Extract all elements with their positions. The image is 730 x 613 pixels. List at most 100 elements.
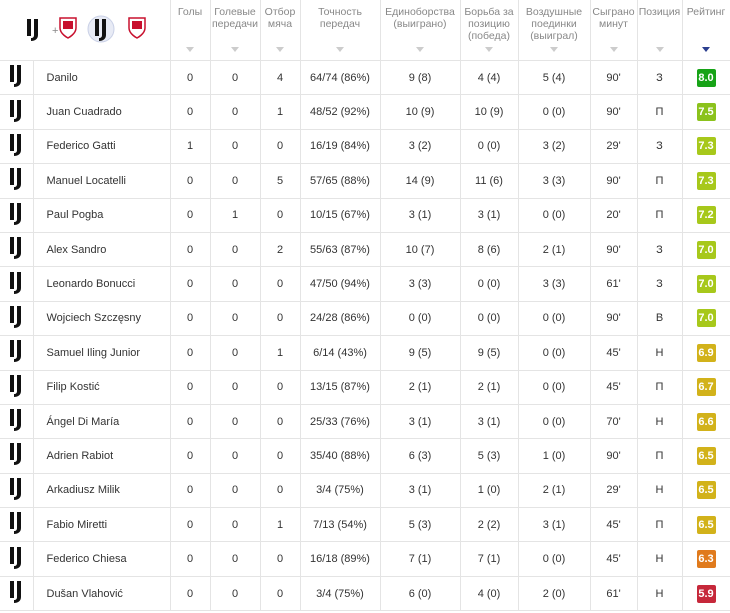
stat-cell: 0: [170, 507, 211, 543]
stat-cell: П: [637, 370, 683, 405]
column-header[interactable]: Рейтинг: [682, 0, 730, 61]
column-header-text: Точность передач: [318, 6, 362, 30]
stat-cell: 90': [590, 163, 638, 199]
stat-cell: 6/14 (43%): [300, 335, 381, 371]
stat-cell: 64/74 (86%): [300, 60, 381, 96]
stat-cell: 10/15 (67%): [300, 198, 381, 233]
player-row[interactable]: Manuel Locatelli 0 0 5 57/65 (88%) 14 (9) 11 (…: [0, 163, 730, 199]
player-row[interactable]: Ángel Di María 0 0 0 25/33 (76%) 3 (1) 3 (1) 0 …: [0, 404, 730, 440]
player-row[interactable]: Leonardo Bonucci 0 0 0 47/50 (94%) 3 (3) 0 (0)…: [0, 266, 730, 302]
stat-cell: 0: [210, 301, 261, 337]
stat-cell: З: [637, 266, 683, 302]
club-logo: [10, 271, 22, 294]
logo-cell: [0, 232, 34, 268]
club-logo: [10, 133, 22, 156]
club-logo: [10, 305, 22, 328]
player-row[interactable]: Adrien Rabiot 0 0 0 35/40 (88%) 6 (3) 5 (3) 1 (…: [0, 438, 730, 474]
stat-cell: 0: [210, 404, 261, 440]
stat-cell: 0: [170, 541, 211, 577]
stat-cell: 0: [210, 370, 261, 405]
club-logo: [10, 340, 22, 363]
stat-cell: Н: [637, 473, 683, 509]
player-name: Leonardo Bonucci: [33, 266, 171, 302]
stat-cell: 5.9: [682, 576, 730, 612]
player-row[interactable]: Arkadiusz Milik 0 0 0 3/4 (75%) 3 (1) 1 (0) 2 (…: [0, 473, 730, 509]
logo-cell: [0, 129, 34, 165]
logo-cell: [0, 94, 34, 130]
stat-cell: 0: [210, 129, 261, 165]
logo-cell: [0, 576, 34, 612]
club-logo: [10, 237, 22, 260]
logo-cell: [0, 507, 34, 543]
player-name: Federico Chiesa: [33, 541, 171, 577]
club-logo: [10, 168, 22, 191]
player-row[interactable]: Alex Sandro 0 0 2 55/63 (87%) 10 (7) 8 (6) 2 (1…: [0, 232, 730, 268]
column-header[interactable]: Позиция: [637, 0, 683, 61]
sort-arrow: [655, 47, 664, 52]
column-header-text: Борьба за позицию (победа): [464, 6, 514, 42]
column-header[interactable]: Точность передач: [300, 0, 381, 61]
stat-cell: 5: [260, 163, 301, 199]
stat-cell: 16/19 (84%): [300, 129, 381, 165]
column-header[interactable]: Борьба за позицию (победа): [460, 0, 519, 61]
stat-cell: 0: [170, 473, 211, 509]
stat-cell: 1: [170, 129, 211, 165]
stat-cell: З: [637, 60, 683, 96]
player-row[interactable]: Paul Pogba 0 1 0 10/15 (67%) 3 (1) 3 (1) 0 (0) 2…: [0, 198, 730, 233]
sort-arrow: [276, 47, 284, 52]
logo-cell: [0, 198, 34, 233]
player-row[interactable]: Fabio Miretti 0 0 1 7/13 (54%) 5 (3) 2 (2) 3 (1…: [0, 507, 730, 543]
player-row[interactable]: Samuel Iling Junior 0 0 1 6/14 (43%) 9 (5) 9 (…: [0, 335, 730, 371]
club-logo: [10, 512, 22, 535]
team-logos[interactable]: +: [15, 12, 155, 46]
stat-cell: 7.0: [682, 301, 730, 337]
stat-cell: 6.5: [682, 473, 730, 509]
stat-cell: 0: [260, 438, 301, 474]
stat-cell: 10 (9): [460, 94, 519, 130]
stat-cell: 6.3: [682, 541, 730, 577]
rating-badge: 6.5: [696, 481, 716, 500]
club-logo: [10, 202, 22, 225]
stat-cell: Н: [637, 541, 683, 577]
stat-cell: 0: [260, 198, 301, 233]
column-header-text: Голы: [177, 6, 203, 18]
player-row[interactable]: Danilo 0 0 4 64/74 (86%) 9 (8) 4 (4) 5 (4) 90' З 8…: [0, 60, 730, 96]
column-header[interactable]: Сыграно минут: [590, 0, 638, 61]
column-header-text: Воздушные поединки (выиграл): [525, 6, 583, 42]
player-row[interactable]: Federico Gatti 1 0 0 16/19 (84%) 3 (2) 0 (0) 3 …: [0, 129, 730, 165]
player-row[interactable]: Juan Cuadrado 0 0 1 48/52 (92%) 10 (9) 10 (9) 0…: [0, 94, 730, 130]
player-row[interactable]: Federico Chiesa 0 0 0 16/18 (89%) 7 (1) 7 (1) 0…: [0, 541, 730, 577]
club-logo: [10, 374, 22, 397]
rating-badge: 5.9: [696, 584, 716, 603]
player-row[interactable]: Dušan Vlahović 0 0 0 3/4 (75%) 6 (0) 4 (0) 2 (0…: [0, 576, 730, 612]
sort-arrow: [609, 47, 618, 52]
stat-cell: 0: [170, 94, 211, 130]
column-header-text: Голевые передачи: [211, 6, 259, 30]
column-header[interactable]: Отбор мяча: [260, 0, 301, 61]
stat-cell: П: [637, 94, 683, 130]
column-header[interactable]: Воздушные поединки (выиграл): [518, 0, 591, 61]
player-name: Paul Pogba: [33, 198, 171, 233]
stat-cell: 90': [590, 232, 638, 268]
stat-cell: 3 (1): [380, 473, 461, 509]
rating-badge: 6.7: [696, 378, 716, 397]
stat-cell: 3 (2): [380, 129, 461, 165]
stat-cell: 0: [260, 576, 301, 612]
column-header[interactable]: Голы: [170, 0, 211, 61]
stat-cell: 0: [260, 370, 301, 405]
stat-cell: 57/65 (88%): [300, 163, 381, 199]
player-row[interactable]: Filip Kostić 0 0 0 13/15 (87%) 2 (1) 2 (1) 0 (0…: [0, 370, 730, 405]
stat-cell: 10 (7): [380, 232, 461, 268]
column-header-text: Рейтинг: [686, 6, 726, 18]
stat-cell: Н: [637, 576, 683, 612]
column-header[interactable]: Единоборства (выиграно): [380, 0, 461, 61]
sort-arrow: [550, 47, 558, 52]
sort-arrow: [702, 47, 710, 52]
column-header[interactable]: Голевые передачи: [210, 0, 261, 61]
player-row[interactable]: Wojciech Szczęsny 0 0 0 24/28 (86%) 0 (0) 0 (0…: [0, 301, 730, 337]
club-logo: [10, 581, 22, 604]
stat-cell: 0 (0): [380, 301, 461, 337]
stat-cell: 1: [260, 94, 301, 130]
stat-cell: 7 (1): [380, 541, 461, 577]
rating-badge: 6.9: [696, 343, 716, 362]
